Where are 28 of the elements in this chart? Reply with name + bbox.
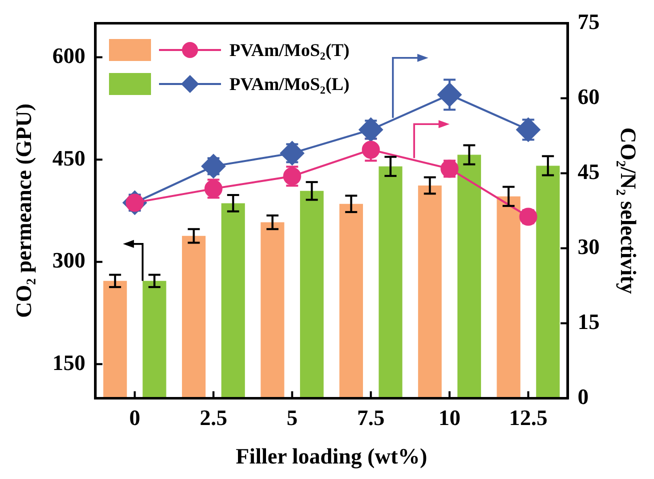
x-tick-label: 10 xyxy=(438,405,461,430)
y-tick-label: 450 xyxy=(52,145,86,170)
y-tick-label: 600 xyxy=(52,42,86,68)
y2-tick-label: 75 xyxy=(578,8,600,34)
point xyxy=(516,118,540,142)
point xyxy=(280,141,304,166)
y2-tick-label: 60 xyxy=(578,84,600,109)
y-tick-label: 300 xyxy=(52,248,86,273)
x-tick-label: 0 xyxy=(129,405,140,430)
y2-tick-label: 15 xyxy=(578,308,600,334)
y-tick-label: 150 xyxy=(52,350,86,375)
point xyxy=(438,82,462,107)
x-tick-label: 12.5 xyxy=(509,405,548,430)
point xyxy=(358,118,383,142)
x-tick-label: 7.5 xyxy=(357,405,385,430)
x-tick-label: 5 xyxy=(286,405,298,430)
legend-label: PVAm/MoS₂(T) xyxy=(229,40,350,61)
point xyxy=(362,140,380,159)
y2-tick-label: 30 xyxy=(578,234,600,259)
x-axis-title: Filler loading (wt%) xyxy=(236,443,428,468)
y2-tick-label: 45 xyxy=(578,158,600,184)
legend-label: PVAm/MoS₂(L) xyxy=(229,74,350,95)
point xyxy=(519,208,538,226)
y2-tick-label: 0 xyxy=(578,384,589,409)
x-tick-label: 2.5 xyxy=(200,405,228,430)
point xyxy=(201,154,226,178)
y-axis-title: CO₂ permeance (GPU) xyxy=(10,104,36,318)
y2-axis-title: CO₂/N₂ selectivity xyxy=(616,127,642,294)
